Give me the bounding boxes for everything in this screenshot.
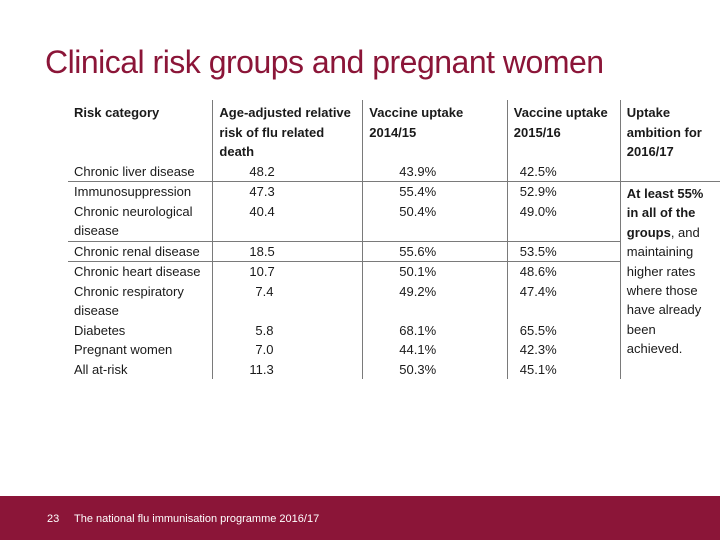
slide-title: Clinical risk groups and pregnant women: [45, 44, 604, 80]
row-relative-risk: 7.0: [212, 340, 364, 360]
table-row: Chronic liver disease 48.2 43.9% 42.5%: [68, 161, 720, 182]
row-category: Chronic neurological disease: [68, 201, 214, 242]
row-relative-risk: 18.5: [212, 241, 364, 262]
table-row: Immunosuppression 47.3 55.4% 52.9% At le…: [68, 181, 720, 379]
row-relative-risk: 40.4: [212, 201, 364, 242]
row-uptake-2014: 49.2%: [362, 281, 508, 321]
ambition-rest: , and maintaining higher rates where tho…: [626, 224, 702, 357]
row-uptake-2015: 42.5%: [507, 161, 621, 182]
row-uptake-2015: 47.4%: [519, 283, 557, 299]
row-uptake-2015: 49.0%: [507, 201, 621, 242]
row-uptake-2015: 42.3%: [519, 342, 557, 357]
row-uptake-2014: 50.3%: [362, 359, 508, 379]
row-uptake-2015: 65.5%: [519, 322, 557, 338]
footer-text: The national flu immunisation programme …: [74, 513, 320, 525]
page-number: 23: [47, 513, 60, 525]
row-category: Chronic liver disease: [68, 161, 214, 182]
row-category: Pregnant women: [68, 340, 214, 360]
table-row: Chronic respiratory disease 7.4 49.2% 47…: [68, 281, 720, 321]
table-row: Chronic neurological disease 40.4 50.4% …: [68, 201, 720, 242]
row-category: Chronic respiratory disease: [68, 281, 214, 321]
row-relative-risk: 11.3: [212, 359, 364, 379]
table-row: Diabetes 5.8 68.1% 65.5%: [68, 320, 720, 340]
ambition-highlight: At least 55% in all of the groups: [626, 186, 704, 240]
row-uptake-2015: 52.9%: [519, 184, 557, 199]
table-row: Pregnant women 7.0 44.1% 42.3%: [68, 340, 720, 360]
ambition-cell-top: [619, 161, 720, 182]
row-category: Diabetes: [68, 320, 214, 340]
table-row: All at-risk 11.3 50.3% 45.1%: [68, 359, 720, 379]
ambition-text: At least 55% in all of the groups, and m…: [619, 181, 720, 379]
row-uptake-2014: 55.6%: [362, 241, 508, 262]
table-header-row: Risk category Age-adjusted relative risk…: [68, 100, 720, 162]
row-uptake-2014: 55.4%: [362, 181, 508, 202]
row-uptake-2015: 48.6%: [519, 264, 557, 279]
row-relative-risk: 47.3: [212, 181, 364, 202]
row-uptake-2014: 44.1%: [362, 340, 508, 360]
risk-groups-table: Risk category Age-adjusted relative risk…: [68, 100, 720, 379]
row-category: Chronic renal disease: [68, 241, 214, 262]
row-relative-risk: 5.8: [212, 320, 364, 340]
table-row: Chronic renal disease 18.5 55.6% 53.5%: [68, 241, 720, 262]
row-uptake-2015: 45.1%: [519, 361, 557, 377]
row-uptake-2015: 53.5%: [507, 241, 621, 262]
row-category: Chronic heart disease: [68, 261, 214, 282]
row-category: All at-risk: [68, 359, 214, 379]
header-uptake-2015: Vaccine uptake 2015/16: [513, 105, 608, 140]
table-row: Chronic heart disease 10.7 50.1% 48.6%: [68, 261, 720, 282]
header-risk-category: Risk category: [68, 100, 214, 162]
row-uptake-2014: 50.1%: [362, 261, 508, 282]
footer-bar: 23 The national flu immunisation program…: [0, 496, 720, 540]
row-uptake-2014: 68.1%: [362, 320, 508, 340]
row-uptake-2014: 50.4%: [362, 201, 508, 242]
row-relative-risk: 7.4: [212, 281, 364, 321]
header-uptake-2014: Vaccine uptake 2014/15: [362, 100, 508, 162]
row-relative-risk: 48.2: [212, 161, 364, 182]
row-category: Immunosuppression: [68, 181, 214, 202]
row-relative-risk: 10.7: [212, 261, 364, 282]
header-relative-risk: Age-adjusted relative risk of flu relate…: [212, 100, 364, 162]
header-ambition: Uptake ambition for 2016/17: [619, 100, 720, 162]
row-uptake-2014: 43.9%: [362, 161, 508, 182]
